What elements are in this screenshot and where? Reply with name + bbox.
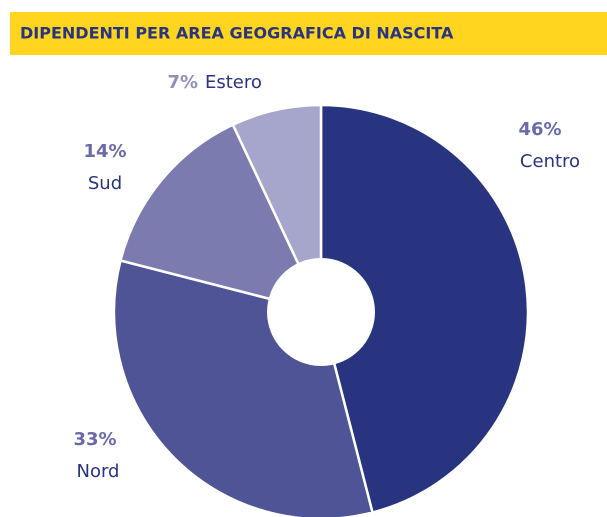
category-label: Sud	[88, 173, 122, 194]
value-label: 46%	[518, 119, 561, 140]
chart-title: DIPENDENTI PER AREA GEOGRAFICA DI NASCIT…	[20, 24, 454, 43]
value-label: 33%	[73, 429, 116, 450]
category-label: Nord	[77, 461, 120, 482]
pie-slice	[319, 103, 530, 515]
value-label: 14%	[83, 141, 126, 162]
category-label: Estero	[205, 72, 262, 93]
category-label: Centro	[520, 151, 580, 172]
pie-slice	[118, 123, 324, 314]
title-banner	[10, 12, 607, 55]
pie-slice	[231, 103, 323, 313]
value-label: 7%	[167, 72, 198, 93]
donut-hole	[267, 258, 375, 366]
